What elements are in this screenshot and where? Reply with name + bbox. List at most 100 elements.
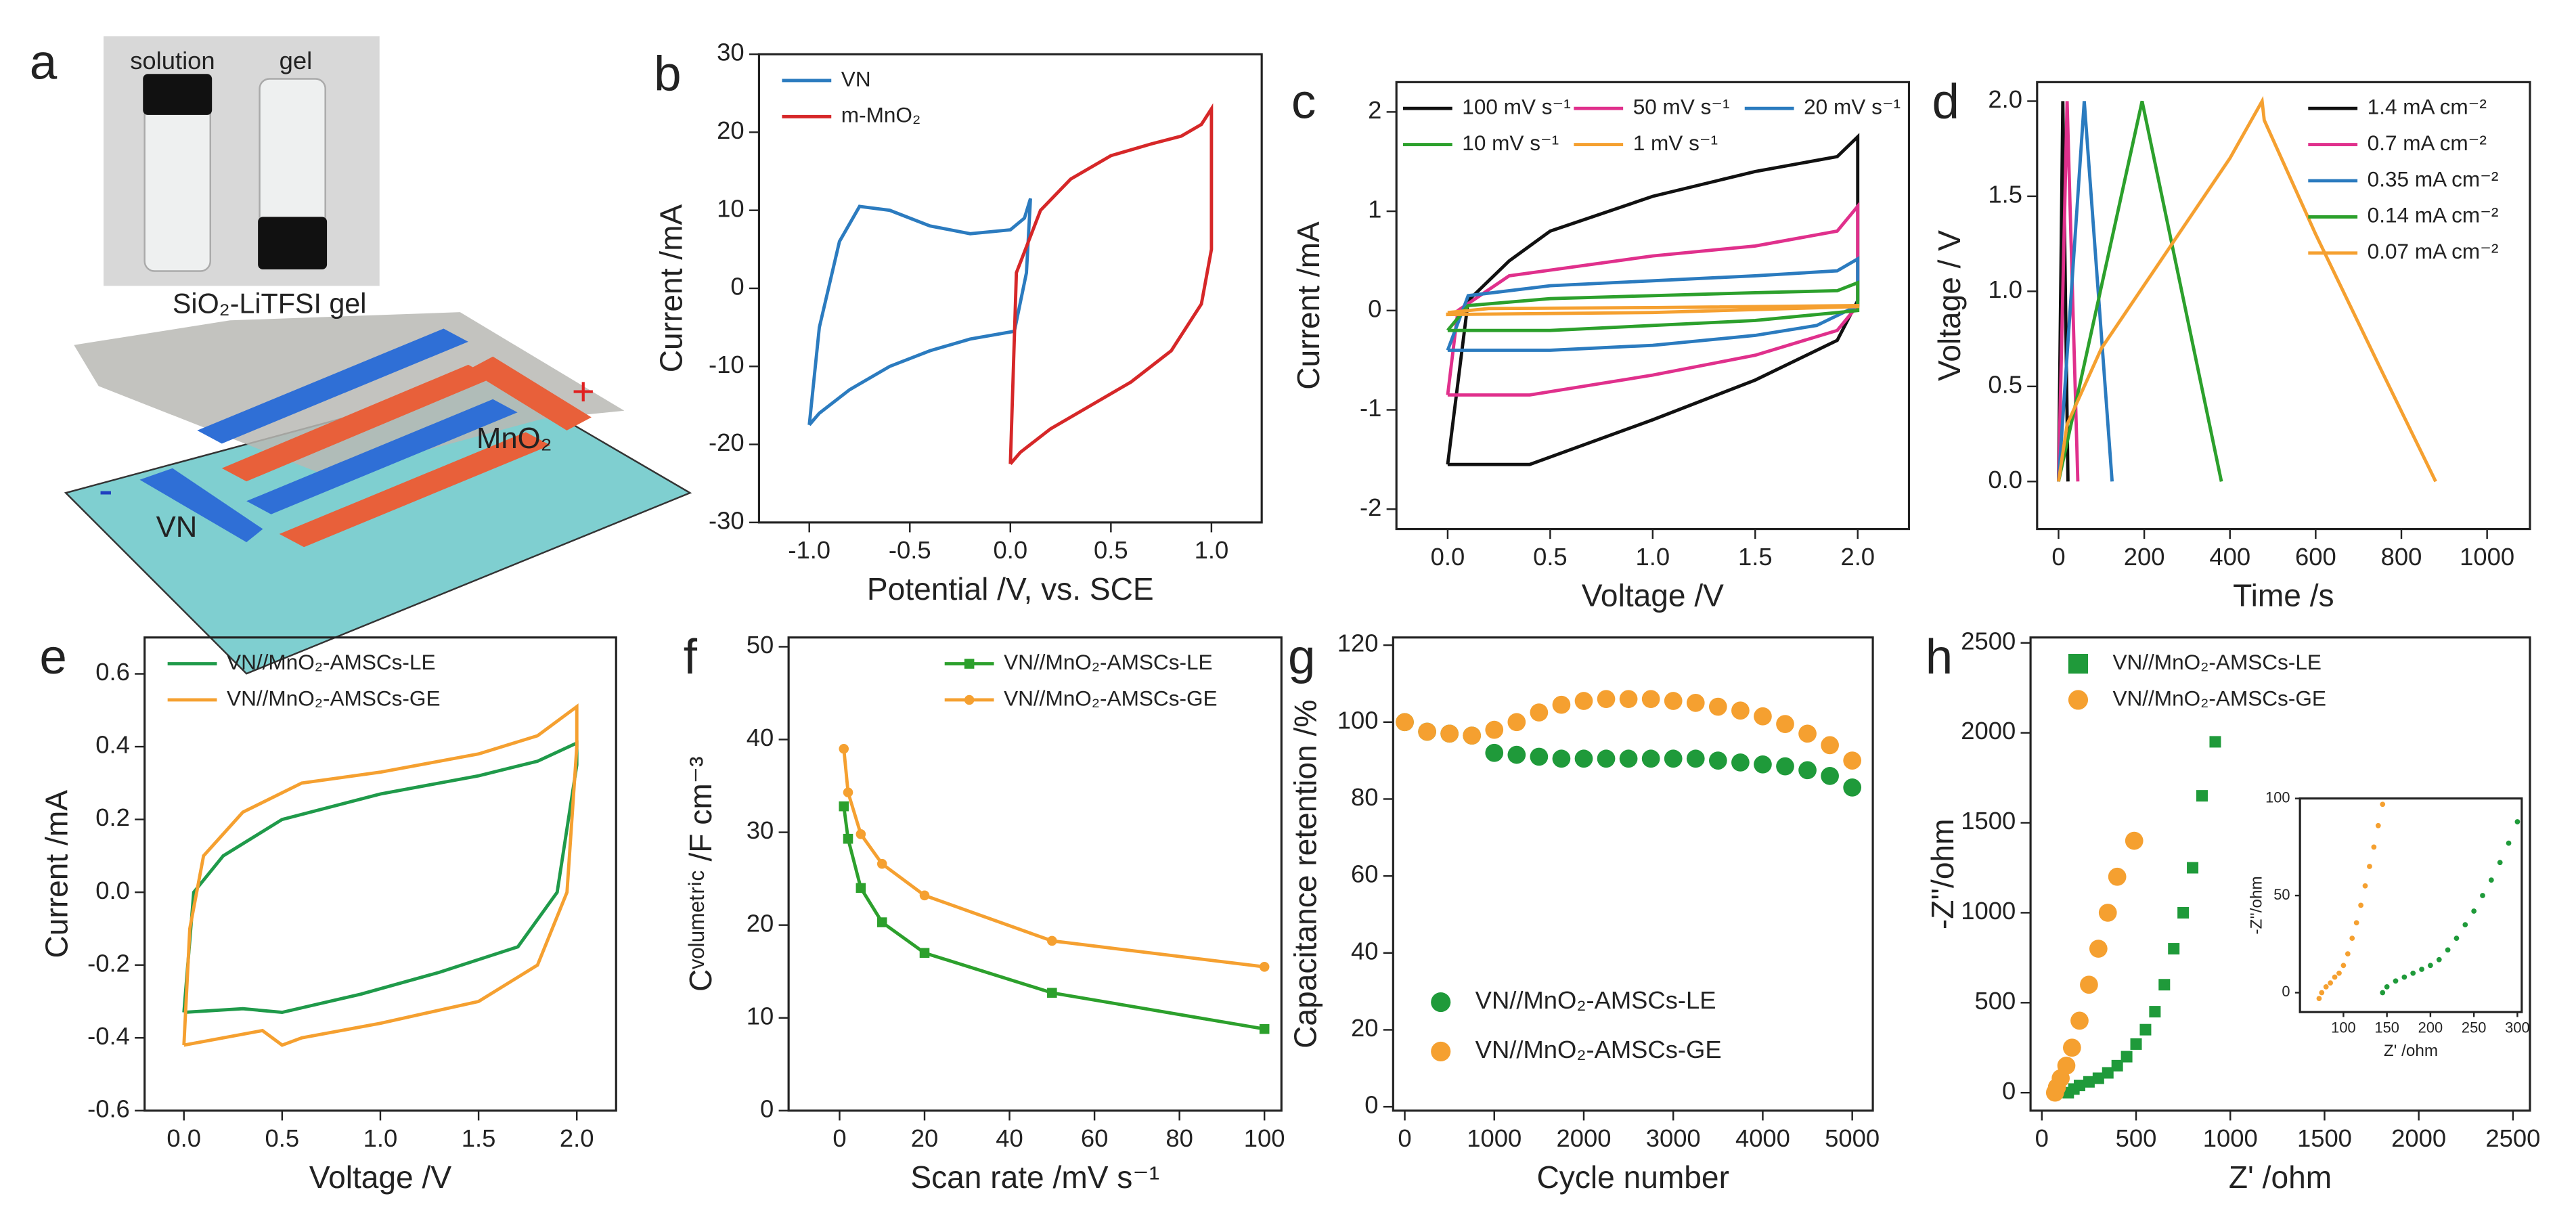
marker (2428, 963, 2433, 969)
x-tick-label: 20 (911, 1124, 938, 1152)
x-axis-label: Voltage /V (309, 1160, 451, 1195)
y-tick-label: 50 (2273, 886, 2290, 903)
marker (1530, 747, 1549, 766)
x-tick-label: -1.0 (788, 536, 830, 564)
marker (1798, 761, 1817, 780)
y-tick-label: 0.2 (95, 803, 130, 831)
marker (2177, 906, 2190, 919)
y-axis-label: -Z''/ohm (1925, 818, 1960, 929)
x-tick-label: 2.0 (1840, 543, 1875, 571)
legend-label: VN//MnO₂-AMSCs-GE (227, 686, 440, 710)
x-tick-label: 2000 (1557, 1124, 1612, 1152)
marker (2098, 904, 2117, 922)
marker (2108, 867, 2127, 886)
marker (1821, 766, 1839, 785)
marker (1619, 690, 1638, 709)
marker (1485, 720, 1504, 739)
y-tick-label: 0.6 (95, 658, 130, 686)
y-tick-label: 50 (747, 631, 774, 659)
y-tick-label: -0.2 (87, 949, 130, 977)
marker (2506, 840, 2512, 846)
marker (2367, 864, 2372, 869)
x-tick-label: 1.5 (1738, 543, 1773, 571)
marker (856, 829, 866, 839)
y-tick-label: 0 (1368, 294, 1381, 322)
inset: 100 150 200 250 300 0 50 100 Z' /ohm -Z''/ohm (2244, 778, 2530, 1060)
marker (2316, 996, 2322, 1001)
marker (2323, 984, 2329, 990)
series-line (1446, 201, 1860, 397)
y-tick-label: 1.5 (1988, 181, 2022, 208)
y-tick-label: 2500 (1961, 627, 2016, 655)
marker (1431, 1041, 1451, 1061)
x-tick-label: 150 (2374, 1019, 2399, 1036)
marker (1431, 992, 1451, 1013)
marker (1418, 722, 1436, 741)
x-tick-label: 1500 (2297, 1124, 2352, 1152)
marker (1664, 692, 1683, 710)
marker (2158, 979, 2171, 991)
marker (1463, 726, 1482, 745)
marker (2120, 1051, 2133, 1063)
photo-label: solution (130, 47, 215, 74)
marker (843, 833, 853, 844)
y-tick-label: 60 (1351, 860, 1378, 888)
y-tick-label: 1000 (1961, 897, 2016, 925)
panel-label: a (30, 35, 58, 89)
marker (2068, 690, 2089, 710)
plot-frame (787, 636, 1283, 1112)
marker (1776, 757, 1794, 776)
chart-panel: d 0 200 400 600 800 1000 0.0 0.5 1.0 1.5 2.0 Time /s… (1932, 74, 2531, 613)
marker (2514, 819, 2521, 824)
marker (1507, 745, 1526, 764)
electrode-label: MnO₂ (476, 422, 552, 455)
y-tick-label: 100 (1337, 706, 1379, 734)
marker (964, 659, 975, 669)
marker (2080, 975, 2098, 994)
series-line (182, 740, 579, 1015)
legend-label: VN//MnO₂-AMSCs-GE (2112, 686, 2326, 710)
x-tick-label: 250 (2462, 1019, 2486, 1036)
vial-cap (258, 217, 328, 270)
legend-label: VN//MnO₂-AMSCs-LE (1475, 986, 1716, 1014)
marker (2480, 893, 2485, 898)
series-line (1008, 103, 1214, 465)
y-tick-label: 0 (1364, 1091, 1378, 1119)
sign: - (99, 466, 113, 514)
marker (2340, 963, 2347, 969)
panel-label: c (1291, 74, 1316, 129)
marker (2111, 1059, 2123, 1072)
series-line (1446, 133, 1860, 466)
y-tick-label: 20 (717, 116, 744, 144)
marker (919, 948, 930, 958)
y-tick-label: 0.4 (95, 731, 130, 759)
series-line (2057, 100, 2223, 482)
marker (1798, 724, 1817, 743)
mno2-electrode (468, 356, 592, 431)
legend-label: 0.07 mA cm⁻² (2368, 239, 2499, 263)
chart-panel: e 0.0 0.5 1.0 1.5 2.0 -0.6 -0.4 -0.2 0.0 0.2 0.4 0.6… (39, 630, 617, 1195)
y-tick-label: 2.0 (1988, 85, 2022, 113)
x-tick-label: 0.5 (1094, 536, 1128, 564)
marker (2419, 967, 2424, 972)
x-tick-label: 2000 (2391, 1124, 2446, 1152)
marker (2384, 984, 2390, 990)
marker (1619, 749, 1638, 768)
x-axis-label: Z' /ohm (2384, 1042, 2438, 1060)
x-tick-label: 300 (2505, 1019, 2529, 1036)
marker (2471, 908, 2477, 914)
marker (2057, 1056, 2076, 1075)
marker (1843, 751, 1862, 770)
x-axis-label: Voltage /V (1582, 578, 1724, 613)
marker (1686, 694, 1705, 712)
marker (1552, 695, 1571, 714)
marker (1731, 753, 1750, 772)
y-tick-label: 40 (747, 724, 774, 751)
chart-panel: b -1.0 -0.5 0.0 0.5 1.0 -30 -20 -10 0 10 20 30 Potent… (653, 39, 1263, 606)
y-tick-label: 10 (747, 1002, 774, 1030)
marker (2345, 951, 2351, 956)
x-tick-label: 100 (2331, 1019, 2355, 1036)
x-tick-label: 0.5 (265, 1124, 300, 1152)
marker (856, 883, 866, 894)
